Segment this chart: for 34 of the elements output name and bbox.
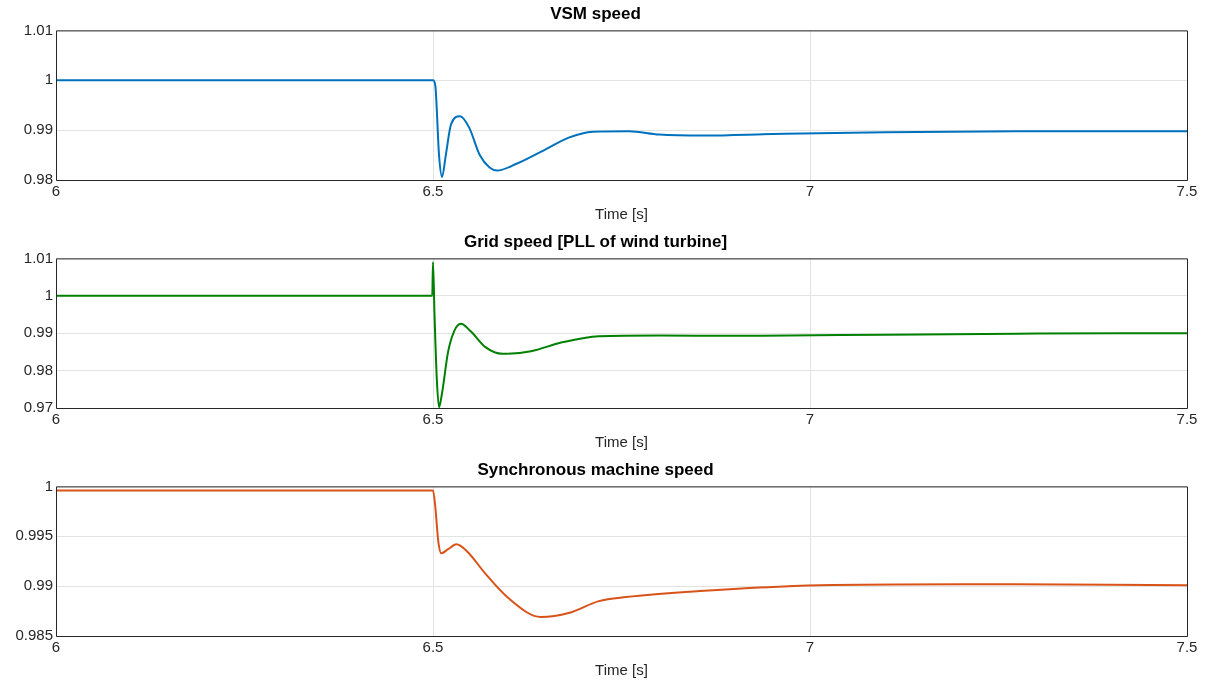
y-tick-label: 0.99 <box>23 576 53 594</box>
x-tick-label: 6 <box>51 410 61 428</box>
y-tick-label: 0.99 <box>23 323 53 341</box>
chart-title: Synchronous machine speed <box>477 459 714 479</box>
y-tick-label: 0.98 <box>23 170 53 188</box>
y-tick-label: 1.01 <box>23 20 53 38</box>
x-tick-label: 6.5 <box>422 410 444 428</box>
x-tick-label: 7 <box>805 638 815 656</box>
y-tick-label: 1 <box>44 285 53 303</box>
x-axis-title: Time [s] <box>595 205 648 223</box>
y-tick-label: 0.99 <box>23 120 53 138</box>
line-series <box>56 79 1187 179</box>
x-axis-title: Time [s] <box>595 661 648 679</box>
y-tick-label: 1 <box>44 476 53 494</box>
chart-title: VSM speed <box>550 3 641 23</box>
y-tick-label: 0.97 <box>23 398 53 416</box>
x-tick-label: 6 <box>51 182 61 200</box>
x-axis-title: Time [s] <box>595 433 648 451</box>
y-tick-label: 0.98 <box>23 360 53 378</box>
x-tick-label: 7.5 <box>1176 182 1198 200</box>
x-tick-label: 6.5 <box>422 638 444 656</box>
chart-title: Grid speed [PLL of wind turbine] <box>463 231 728 251</box>
line-series <box>56 261 1187 408</box>
y-tick-label: 1 <box>44 70 53 88</box>
y-tick-label: 0.995 <box>15 526 53 544</box>
x-tick-label: 7 <box>805 410 815 428</box>
x-tick-label: 6 <box>51 638 61 656</box>
y-tick-label: 0.985 <box>15 626 53 644</box>
x-tick-label: 7.5 <box>1176 410 1198 428</box>
y-tick-label: 1.01 <box>23 248 53 266</box>
line-series <box>56 489 1187 619</box>
x-tick-label: 7 <box>805 182 815 200</box>
x-tick-label: 6.5 <box>422 182 444 200</box>
x-tick-label: 7.5 <box>1176 638 1198 656</box>
